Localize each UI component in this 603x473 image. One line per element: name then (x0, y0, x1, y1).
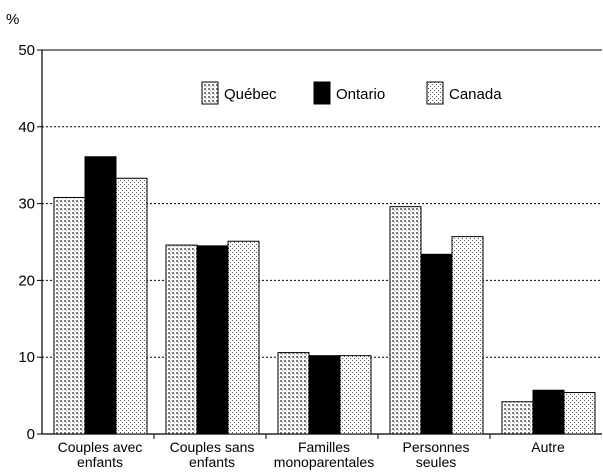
legend-label-ontario: Ontario (336, 86, 385, 103)
y-tick-label: 40 (18, 119, 35, 136)
y-tick-label: 0 (27, 426, 35, 443)
y-tick-label: 20 (18, 272, 35, 289)
bar-canada (339, 355, 372, 435)
bar-quebec (389, 206, 422, 435)
bar-canada (115, 177, 148, 435)
y-unit-label: % (6, 11, 19, 28)
y-tick-label: 50 (18, 42, 35, 59)
legend-swatch-canada (426, 81, 444, 105)
bar-quebec (53, 196, 86, 435)
bar-ontario (532, 389, 565, 435)
bar-canada (227, 240, 260, 435)
x-tick-label: Familles monoparentales (274, 439, 374, 470)
y-tick-label: 30 (18, 196, 35, 213)
legend-label-canada: Canada (449, 86, 502, 103)
legend-label-quebec: Québec (224, 86, 277, 103)
bar-quebec (501, 401, 534, 435)
bar-ontario (196, 245, 229, 435)
bar-canada (451, 236, 484, 435)
x-tick-label: Couples avec enfants (58, 439, 143, 470)
bar-ontario (308, 355, 341, 435)
legend-swatch-ontario (313, 81, 331, 105)
bar-ontario (420, 253, 453, 435)
bar-quebec (277, 352, 310, 435)
x-tick-label: Couples sans enfants (170, 439, 255, 470)
legend: Québec Ontario Canada (201, 81, 502, 105)
bars (53, 156, 596, 435)
bar-quebec (165, 244, 198, 435)
legend-swatch-quebec (201, 81, 219, 105)
bar-ontario (84, 156, 117, 435)
x-tick-label: Personnes seules (403, 439, 470, 470)
y-tick-label: 10 (18, 349, 35, 366)
x-tick-label: Autre (531, 439, 565, 455)
x-tick-labels: Couples avec enfants Couples sans enfants Fa… (58, 439, 565, 470)
bar-canada (563, 392, 596, 435)
